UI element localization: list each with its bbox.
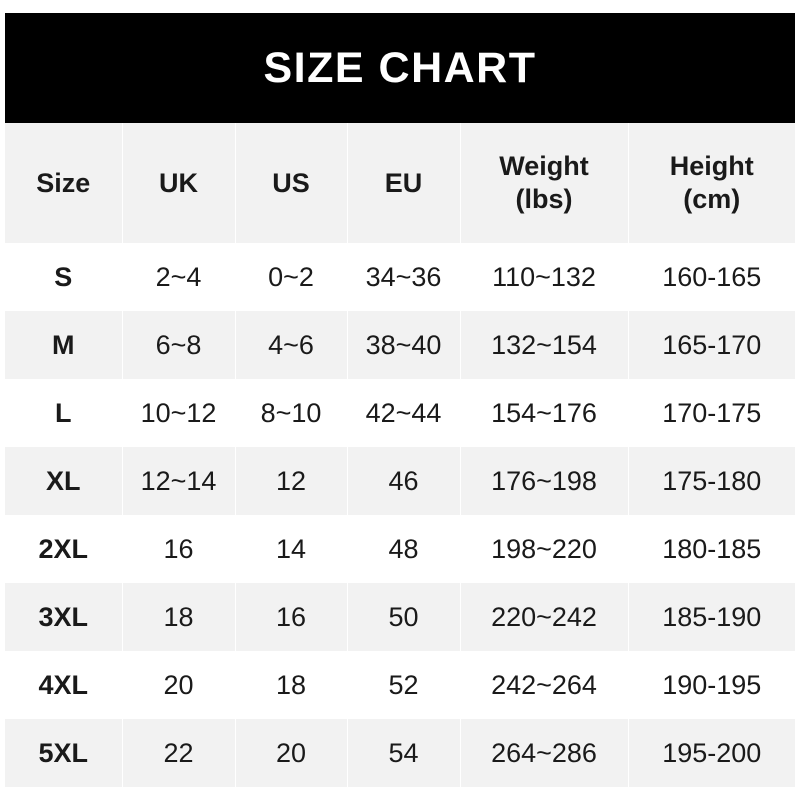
column-header-weight-label: Weight (499, 151, 589, 182)
cell-eu: 42~44 (347, 379, 461, 447)
cell-us: 14 (235, 515, 348, 583)
cell-us: 4~6 (235, 311, 348, 379)
cell-eu: 46 (347, 447, 461, 515)
cell-weight: 176~198 (460, 447, 629, 515)
cell-eu: 48 (347, 515, 461, 583)
cell-size: XL (5, 447, 123, 515)
cell-uk: 6~8 (122, 311, 236, 379)
table-row: M 6~8 4~6 38~40 132~154 165-170 (5, 311, 795, 379)
column-header-size-label: Size (36, 167, 91, 198)
cell-weight: 154~176 (460, 379, 629, 447)
cell-size: M (5, 311, 123, 379)
cell-eu: 34~36 (347, 243, 461, 311)
table-row: 3XL 18 16 50 220~242 185-190 (5, 583, 795, 651)
column-header-us: US (235, 123, 348, 243)
cell-weight: 198~220 (460, 515, 629, 583)
cell-uk: 20 (122, 651, 236, 719)
cell-us: 18 (235, 651, 348, 719)
column-header-size: Size (5, 123, 123, 243)
table-header: Size UK US EU Weight (lbs) Height (cm) (5, 123, 795, 243)
cell-size: 4XL (5, 651, 123, 719)
cell-size: S (5, 243, 123, 311)
cell-height: 170-175 (628, 379, 795, 447)
table-row: 4XL 20 18 52 242~264 190-195 (5, 651, 795, 719)
cell-uk: 10~12 (122, 379, 236, 447)
cell-size: L (5, 379, 123, 447)
cell-height: 180-185 (628, 515, 795, 583)
cell-us: 12 (235, 447, 348, 515)
cell-us: 0~2 (235, 243, 348, 311)
cell-weight: 264~286 (460, 719, 629, 787)
table-row: S 2~4 0~2 34~36 110~132 160-165 (5, 243, 795, 311)
column-header-uk-label: UK (159, 167, 198, 198)
cell-us: 20 (235, 719, 348, 787)
column-header-weight-unit: (lbs) (515, 184, 573, 214)
cell-height: 190-195 (628, 651, 795, 719)
cell-height: 165-170 (628, 311, 795, 379)
cell-us: 16 (235, 583, 348, 651)
column-header-us-label: US (272, 167, 310, 198)
column-header-eu-label: EU (384, 167, 423, 198)
column-header-weight: Weight (lbs) (460, 123, 629, 243)
table-header-row: Size UK US EU Weight (lbs) Height (cm) (5, 123, 795, 243)
page-title: SIZE CHART (263, 43, 537, 92)
cell-eu: 54 (347, 719, 461, 787)
column-header-height-label: Height (669, 151, 754, 182)
cell-weight: 242~264 (460, 651, 629, 719)
cell-size: 2XL (5, 515, 123, 583)
cell-uk: 12~14 (122, 447, 236, 515)
column-header-uk: UK (122, 123, 236, 243)
cell-height: 175-180 (628, 447, 795, 515)
title-banner: SIZE CHART (5, 13, 795, 123)
column-header-eu: EU (347, 123, 461, 243)
size-chart-table: Size UK US EU Weight (lbs) Height (cm) (5, 123, 795, 787)
cell-weight: 220~242 (460, 583, 629, 651)
column-header-height-unit: (cm) (683, 184, 741, 214)
cell-uk: 16 (122, 515, 236, 583)
cell-eu: 52 (347, 651, 461, 719)
cell-weight: 110~132 (460, 243, 629, 311)
cell-uk: 18 (122, 583, 236, 651)
table-row: 2XL 16 14 48 198~220 180-185 (5, 515, 795, 583)
cell-size: 3XL (5, 583, 123, 651)
table-row: 5XL 22 20 54 264~286 195-200 (5, 719, 795, 787)
cell-height: 185-190 (628, 583, 795, 651)
cell-height: 160-165 (628, 243, 795, 311)
cell-eu: 38~40 (347, 311, 461, 379)
cell-height: 195-200 (628, 719, 795, 787)
cell-size: 5XL (5, 719, 123, 787)
cell-eu: 50 (347, 583, 461, 651)
column-header-height: Height (cm) (628, 123, 795, 243)
cell-uk: 22 (122, 719, 236, 787)
cell-us: 8~10 (235, 379, 348, 447)
table-row: L 10~12 8~10 42~44 154~176 170-175 (5, 379, 795, 447)
table-row: XL 12~14 12 46 176~198 175-180 (5, 447, 795, 515)
cell-weight: 132~154 (460, 311, 629, 379)
cell-uk: 2~4 (122, 243, 236, 311)
table-body: S 2~4 0~2 34~36 110~132 160-165 M 6~8 4~… (5, 243, 795, 787)
